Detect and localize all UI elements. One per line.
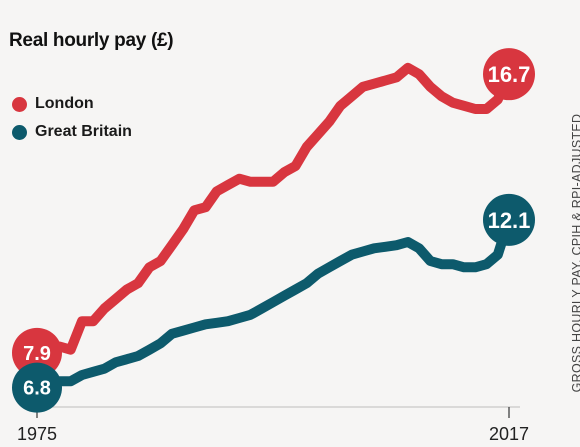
legend-swatch-great-britain (12, 124, 27, 140)
end-label-london: 16.7 (488, 62, 531, 87)
legend-label-great-britain: Great Britain (35, 123, 132, 140)
legend-label-london: London (35, 95, 94, 112)
chart-title: Real hourly pay (£) (9, 30, 174, 51)
start-badge-great-britain (12, 362, 62, 413)
x-tick-label-2017: 2017 (489, 424, 529, 444)
series-line-london (32, 62, 514, 361)
x-tick-label-1975: 1975 (17, 424, 57, 444)
legend-swatch-london (12, 96, 27, 112)
start-label-great-britain: 6.8 (23, 378, 51, 400)
start-label-london: 7.9 (23, 343, 51, 365)
start-badge-london (12, 327, 62, 378)
end-badge-london (483, 48, 535, 101)
legend: London Great Britain (12, 90, 132, 146)
legend-item-london: London (12, 90, 132, 118)
end-label-great-britain: 12.1 (488, 208, 531, 233)
series-line-great-britain (32, 214, 514, 393)
legend-item-great-britain: Great Britain (12, 118, 132, 146)
end-badge-great-britain (483, 193, 535, 246)
